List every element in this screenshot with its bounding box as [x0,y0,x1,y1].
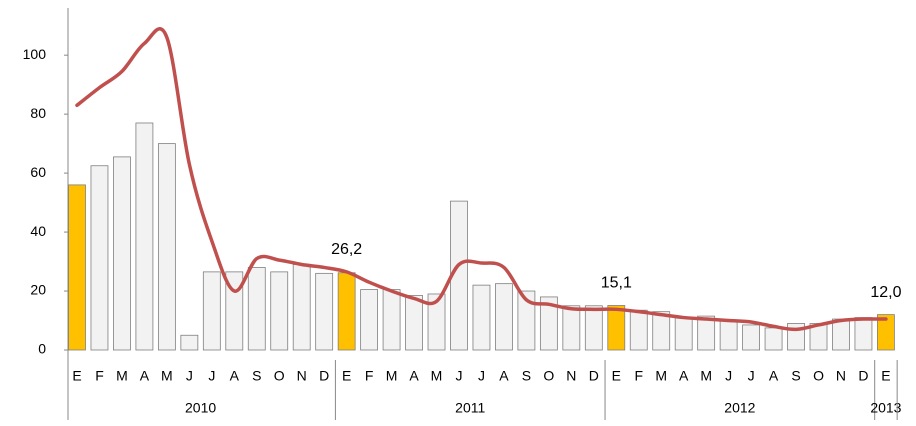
x-tick-label: F [95,368,104,384]
bar [517,290,536,351]
bar [180,334,199,351]
y-tick-label: 100 [23,46,47,62]
x-tick-label: E [342,368,351,384]
x-tick-label: D [858,368,868,384]
x-tick-label: J [186,368,193,384]
bar [877,314,895,351]
bar [315,272,334,351]
x-tick-label: E [881,368,890,384]
y-tick-label: 0 [38,341,46,357]
x-tick-label: A [230,368,240,384]
bar [405,295,423,351]
bar [584,305,603,351]
bar [270,271,289,351]
bar [113,156,131,351]
x-tick-label: F [365,368,374,384]
bar [472,284,491,351]
bar [157,143,176,351]
x-tick-label: D [589,368,599,384]
data-label: 26,2 [331,241,362,258]
bar [360,289,379,351]
bar [202,271,221,351]
x-tick-label: A [409,368,419,384]
bar [832,318,850,351]
bar [68,184,86,351]
group-label: 2011 [455,400,485,416]
bar [247,267,266,351]
y-tick-label: 60 [30,164,46,180]
bar [135,122,154,351]
x-tick-label: S [522,368,531,384]
bar [292,264,311,351]
x-tick-label: A [679,368,689,384]
y-tick-label: 20 [30,282,46,298]
group-label: 2010 [185,400,216,416]
x-tick-label: A [769,368,779,384]
x-tick-label: A [140,368,150,384]
x-tick-label: M [161,368,173,384]
x-tick-label: E [72,368,81,384]
bar [764,327,783,351]
x-tick-label: E [612,368,621,384]
x-tick-label: O [274,368,285,384]
bar [495,283,513,351]
bar [697,315,716,351]
group-label: 2012 [724,400,755,416]
x-tick-label: M [700,368,712,384]
bar [674,317,693,351]
bar [382,289,401,351]
bar [539,296,558,351]
x-tick-label: M [386,368,398,384]
x-tick-label: M [655,368,667,384]
x-tick-label: S [252,368,261,384]
bar [629,309,648,351]
y-tick-label: 40 [30,223,46,239]
x-tick-label: O [813,368,824,384]
x-tick-label: D [319,368,329,384]
bar [427,293,446,351]
x-tick-label: O [543,368,554,384]
x-tick-label: A [499,368,509,384]
x-tick-label: M [431,368,443,384]
bar [854,317,873,351]
data-label: 15,1 [601,275,632,292]
bar [562,305,581,351]
y-tick-label: 80 [30,105,46,121]
data-label: 12,0 [870,284,901,301]
line [75,27,888,332]
x-tick-label: J [725,368,732,384]
bar [90,165,109,351]
x-tick-label: J [208,368,215,384]
x-tick-label: F [634,368,643,384]
bar [742,324,760,351]
bar [337,272,356,351]
bar [652,311,671,351]
x-tick-label: J [748,368,755,384]
x-tick-label: J [455,368,462,384]
x-tick-label: M [116,368,128,384]
x-tick-label: N [836,368,846,384]
group-label: 2013 [870,400,901,416]
x-tick-label: N [297,368,307,384]
x-tick-label: J [478,368,485,384]
bar [607,305,626,351]
x-tick-label: N [566,368,576,384]
bar [719,320,738,351]
x-tick-label: S [791,368,800,384]
